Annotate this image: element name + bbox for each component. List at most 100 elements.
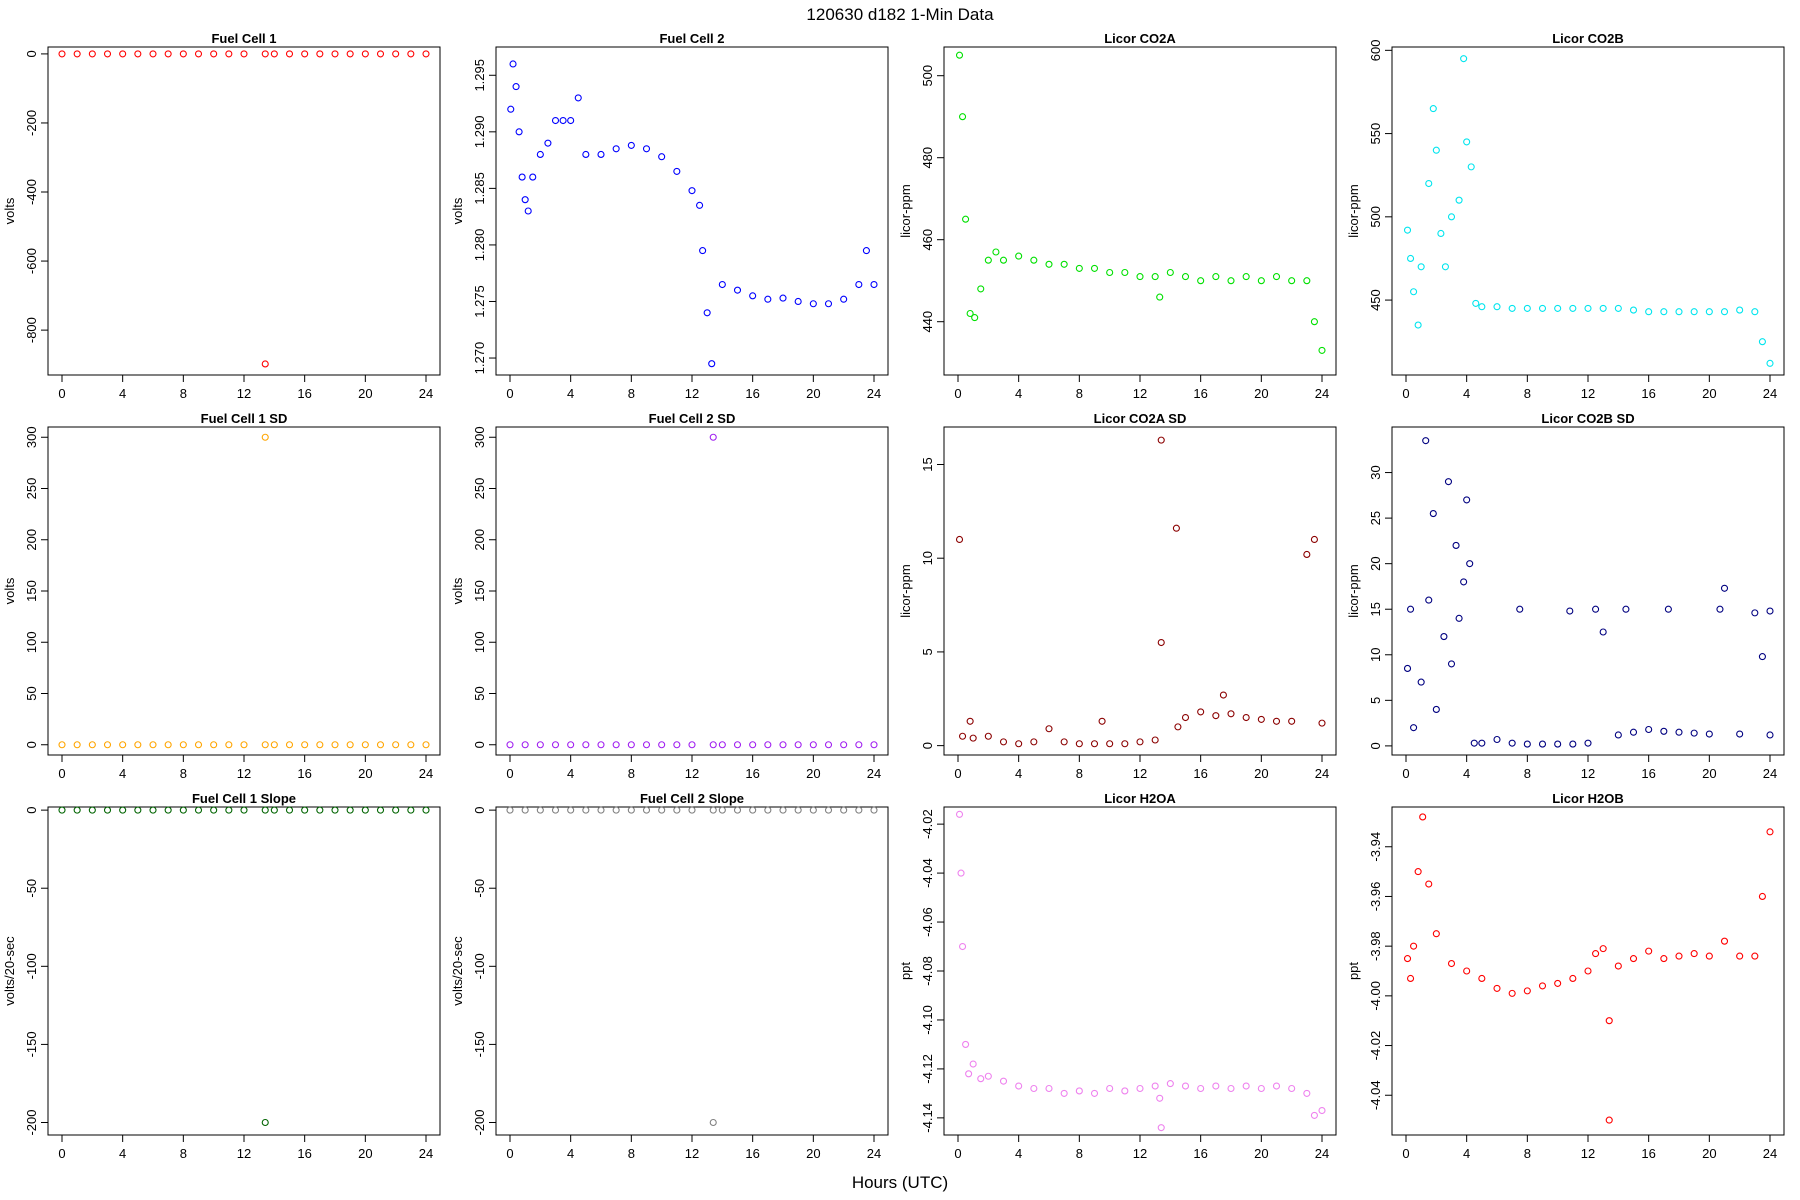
- data-point: [551, 116, 560, 125]
- data-point: [210, 806, 218, 814]
- y-axis-label: volts: [2, 197, 17, 224]
- panel-title: Licor H2OA: [1104, 791, 1176, 806]
- data-point: [1629, 955, 1638, 963]
- data-point: [1705, 730, 1713, 738]
- data-point: [361, 741, 369, 749]
- data-point: [194, 50, 203, 58]
- data-point: [346, 806, 354, 814]
- data-point: [331, 50, 339, 58]
- data-point: [709, 741, 717, 749]
- plot-frame: [495, 806, 889, 1136]
- y-tick-label: 250: [24, 478, 39, 500]
- x-tick-label: 0: [1402, 386, 1409, 401]
- x-tick-label: 4: [1463, 766, 1470, 781]
- data-point: [1523, 987, 1531, 995]
- data-point: [1766, 607, 1774, 615]
- x-tick-label: 0: [1402, 766, 1409, 781]
- x-tick-label: 4: [1463, 386, 1470, 401]
- data-point: [1508, 304, 1516, 312]
- y-tick-label: 1.290: [472, 116, 487, 149]
- plot-frame: [1391, 806, 1785, 1136]
- data-point: [1181, 713, 1190, 722]
- data-point: [1414, 321, 1422, 329]
- x-tick-label: 8: [1524, 1146, 1531, 1161]
- data-point: [1403, 226, 1412, 234]
- data-point: [551, 741, 560, 749]
- y-tick-label: -3.96: [1368, 882, 1383, 912]
- data-point: [1242, 713, 1250, 722]
- data-point: [1090, 740, 1099, 748]
- x-tick-label: 0: [506, 386, 513, 401]
- data-point: [194, 806, 203, 814]
- x-tick-label: 12: [1133, 386, 1147, 401]
- data-point: [1197, 708, 1205, 716]
- data-point: [718, 806, 726, 814]
- data-point: [422, 50, 430, 58]
- data-point: [1272, 717, 1281, 725]
- x-tick-label: 24: [867, 386, 881, 401]
- y-tick-label: -4.02: [920, 809, 935, 839]
- data-point: [749, 292, 757, 300]
- data-point: [1422, 437, 1430, 445]
- data-point: [840, 806, 848, 814]
- data-point: [597, 741, 605, 749]
- data-point: [1030, 1084, 1038, 1093]
- data-point: [1460, 578, 1468, 586]
- data-point: [301, 741, 309, 749]
- data-point: [870, 741, 878, 749]
- data-point: [1736, 306, 1744, 314]
- y-tick-label: -200: [24, 110, 39, 136]
- data-point: [521, 741, 529, 749]
- x-tick-label: 16: [1641, 1146, 1655, 1161]
- data-point: [1045, 725, 1053, 733]
- data-point: [965, 1070, 973, 1078]
- data-point: [824, 806, 833, 814]
- data-point: [1554, 304, 1562, 312]
- panel-grid: Fuel Cell 1 0 4 8 12 16 20 24 0 -200 -400 -600 -800 v…: [2, 31, 1785, 1161]
- y-tick-label: 20: [1368, 556, 1383, 570]
- data-point: [1060, 260, 1068, 268]
- data-point: [1758, 653, 1766, 661]
- data-point: [1157, 436, 1165, 444]
- data-point: [1455, 614, 1463, 622]
- x-tick-label: 20: [806, 1146, 820, 1161]
- data-point: [512, 83, 520, 91]
- data-point: [984, 256, 992, 264]
- data-point: [1429, 105, 1437, 113]
- data-point: [529, 173, 537, 181]
- x-tick-label: 12: [685, 1146, 699, 1161]
- y-axis-label: volts: [450, 577, 465, 604]
- y-tick-label: -150: [24, 1031, 39, 1057]
- data-point: [58, 741, 66, 749]
- data-point: [1045, 1084, 1053, 1093]
- data-point: [103, 50, 112, 58]
- data-point: [992, 248, 1000, 256]
- data-point: [1629, 306, 1638, 314]
- data-point: [1156, 293, 1164, 301]
- data-point: [971, 314, 979, 322]
- data-point: [1538, 982, 1547, 990]
- data-point: [709, 806, 717, 814]
- y-tick-label: -200: [24, 1109, 39, 1135]
- data-point: [73, 50, 81, 58]
- x-tick-label: 16: [745, 766, 759, 781]
- x-tick-label: 0: [954, 386, 961, 401]
- data-point: [1075, 740, 1083, 748]
- x-tick-label: 20: [1702, 766, 1716, 781]
- x-tick-label: 8: [180, 386, 187, 401]
- y-axis-label: licor-ppm: [898, 564, 913, 617]
- x-tick-label: 20: [358, 766, 372, 781]
- data-point: [134, 741, 142, 749]
- y-tick-label: -50: [472, 879, 487, 898]
- x-tick-label: 12: [1581, 386, 1595, 401]
- data-point: [1508, 989, 1516, 997]
- plot-frame: [47, 426, 441, 756]
- data-point: [1599, 628, 1607, 636]
- data-point: [1538, 740, 1547, 748]
- data-point: [551, 806, 560, 814]
- data-point: [507, 105, 515, 113]
- data-point: [1690, 729, 1698, 737]
- plot-frame: [1391, 46, 1785, 376]
- data-point: [1419, 813, 1427, 821]
- x-tick-label: 16: [297, 766, 311, 781]
